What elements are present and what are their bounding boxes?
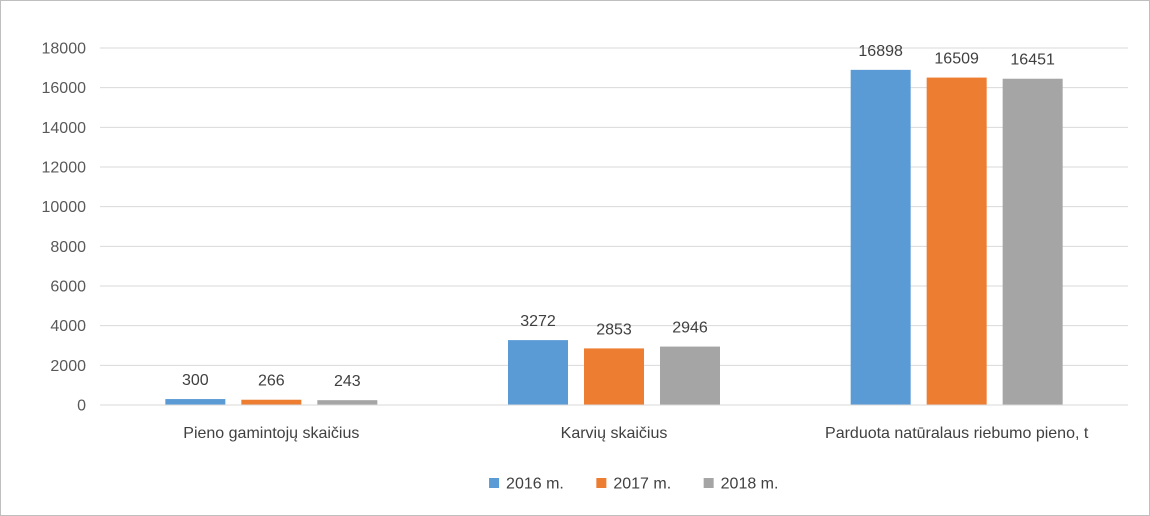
data-labels: 300 266 243 3272 2853 2946 16898 16509 16451	[182, 43, 1055, 390]
bar	[508, 340, 568, 405]
bar	[165, 399, 226, 405]
data-label: 243	[334, 373, 361, 390]
y-tick-label: 16000	[42, 80, 87, 97]
data-label: 300	[182, 372, 209, 389]
legend-swatch	[596, 478, 607, 488]
legend-label: 2017 m.	[613, 476, 671, 493]
y-tick-label: 4000	[50, 318, 86, 335]
bars	[165, 69, 1063, 406]
data-label: 3272	[520, 313, 556, 330]
bar	[850, 69, 911, 406]
data-label: 266	[258, 373, 285, 390]
legend-swatch	[489, 478, 500, 488]
bar	[926, 77, 987, 405]
legend-label: 2018 m.	[721, 476, 779, 493]
legend-label: 2016 m.	[506, 476, 564, 493]
x-category-label: Karvių skaičius	[561, 425, 668, 442]
x-category-label: Parduota natūralaus riebumo pieno, t	[825, 425, 1089, 442]
legend: 2016 m. 2017 m. 2018 m.	[489, 476, 778, 493]
y-tick-label: 0	[77, 398, 86, 415]
y-tick-label: 8000	[50, 239, 86, 256]
bar	[584, 348, 644, 405]
x-category-label: Pieno gamintojų skaičius	[183, 425, 359, 442]
bar	[660, 346, 720, 405]
bar	[317, 400, 378, 405]
y-tick-label: 10000	[42, 199, 87, 216]
data-label: 16898	[858, 43, 903, 60]
bar	[1002, 78, 1063, 405]
data-label: 2946	[672, 320, 708, 337]
data-label: 16509	[934, 51, 979, 68]
data-label: 16451	[1010, 52, 1055, 69]
x-axis: Pieno gamintojų skaičius Karvių skaičius P…	[100, 404, 1128, 442]
y-axis: 0 2000 4000 6000 8000 10000 12000 14000 16000 180…	[42, 41, 87, 415]
y-tick-label: 2000	[50, 358, 86, 375]
y-tick-label: 14000	[42, 120, 87, 137]
y-tick-label: 12000	[42, 160, 87, 177]
legend-swatch	[703, 478, 714, 488]
data-label: 2853	[596, 321, 632, 338]
bar	[241, 399, 302, 405]
y-tick-label: 6000	[50, 279, 86, 296]
y-tick-label: 18000	[42, 41, 87, 58]
